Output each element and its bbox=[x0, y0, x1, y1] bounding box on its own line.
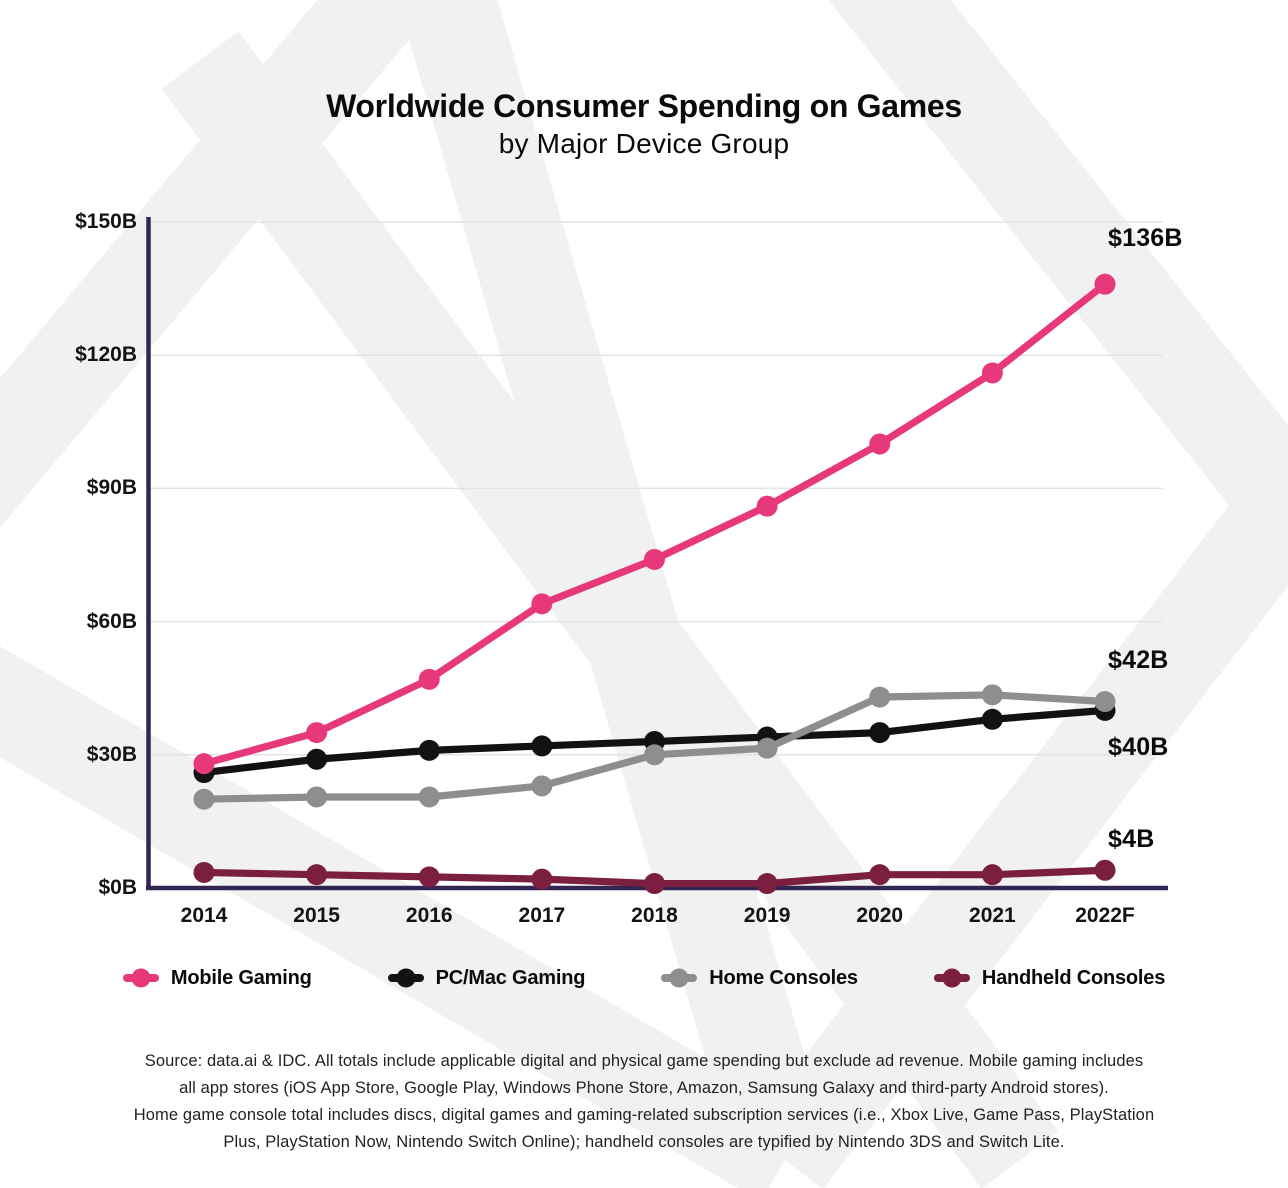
data-point-mobile-gaming-2019 bbox=[756, 495, 778, 517]
data-point-home-consoles-2017 bbox=[531, 775, 553, 797]
legend-dot-icon bbox=[131, 968, 151, 988]
y-axis-tick-label: $30B bbox=[86, 742, 137, 766]
watermark-facet-line bbox=[161, 31, 1059, 1188]
source-note: Source: data.ai & IDC. All totals includ… bbox=[109, 1048, 1179, 1156]
chart-title: Worldwide Consumer Spending on Games bbox=[326, 88, 962, 124]
chart-header: Worldwide Consumer Spending on Games by … bbox=[0, 86, 1288, 162]
data-point-pc-mac-gaming-2015 bbox=[306, 748, 328, 770]
legend-line-dot-icon bbox=[122, 968, 159, 988]
data-point-handheld-consoles-2018 bbox=[644, 873, 665, 895]
data-point-mobile-gaming-2017 bbox=[531, 593, 553, 615]
data-point-handheld-consoles-2021 bbox=[981, 864, 1003, 886]
data-point-pc-mac-gaming-2020 bbox=[869, 722, 891, 744]
data-point-mobile-gaming-2015 bbox=[306, 722, 328, 744]
legend-dot-icon bbox=[942, 968, 962, 988]
data-point-home-consoles-2020 bbox=[869, 686, 891, 708]
legend-item-handheld-consoles: Handheld Consoles bbox=[933, 966, 1166, 990]
data-point-handheld-consoles-2020 bbox=[869, 864, 891, 886]
x-axis-tick-label: 2019 bbox=[743, 904, 791, 927]
data-point-handheld-consoles-2019 bbox=[756, 873, 778, 895]
data-point-pc-mac-gaming-2016 bbox=[418, 739, 440, 761]
source-line: Home game console total includes discs, … bbox=[133, 1106, 1155, 1124]
series-end-label-home-consoles: $42B bbox=[1108, 645, 1169, 674]
x-axis-tick-label: 2015 bbox=[293, 904, 340, 927]
data-point-home-consoles-2018 bbox=[644, 744, 665, 766]
data-point-home-consoles-2016 bbox=[418, 786, 440, 808]
data-point-handheld-consoles-2016 bbox=[418, 866, 440, 888]
legend-item-pc-mac-gaming: PC/Mac Gaming bbox=[387, 966, 586, 990]
data-point-pc-mac-gaming-2017 bbox=[531, 735, 553, 757]
watermark-facet-line bbox=[0, 0, 443, 528]
data-point-home-consoles-2022F bbox=[1094, 691, 1116, 713]
legend-dot-icon bbox=[396, 968, 416, 988]
data-point-mobile-gaming-2020 bbox=[869, 433, 891, 455]
legend-label: Handheld Consoles bbox=[981, 966, 1166, 989]
data-point-mobile-gaming-2022F bbox=[1094, 273, 1116, 295]
x-axis-tick-label: 2016 bbox=[405, 904, 453, 927]
y-axis-tick-label: $90B bbox=[86, 476, 137, 500]
y-axis-tick-label: $60B bbox=[86, 609, 137, 633]
x-axis-tick-label: 2022F bbox=[1075, 904, 1135, 927]
data-point-pc-mac-gaming-2021 bbox=[981, 708, 1003, 730]
x-axis-tick-label: 2017 bbox=[518, 904, 566, 927]
y-axis-tick-label: $0B bbox=[98, 876, 137, 899]
data-point-home-consoles-2019 bbox=[756, 737, 778, 759]
series-end-label-mobile-gaming: $136B bbox=[1108, 224, 1183, 253]
x-axis-tick-label: 2020 bbox=[856, 904, 904, 927]
source-line: all app stores (iOS App Store, Google Pl… bbox=[179, 1079, 1109, 1097]
data-point-home-consoles-2015 bbox=[306, 786, 328, 808]
watermark-facet-line bbox=[746, 475, 1288, 1188]
x-axis-tick-label: 2018 bbox=[631, 904, 678, 927]
legend-label: Home Consoles bbox=[709, 966, 858, 989]
legend-line-dot-icon bbox=[661, 968, 698, 988]
x-axis-tick-label: 2014 bbox=[180, 904, 228, 927]
legend-line-dot-icon bbox=[387, 968, 424, 988]
legend-dot-icon bbox=[669, 968, 689, 988]
legend-label: Mobile Gaming bbox=[170, 966, 312, 989]
data-point-handheld-consoles-2017 bbox=[531, 868, 553, 890]
data-point-mobile-gaming-2021 bbox=[981, 362, 1003, 384]
data-point-home-consoles-2021 bbox=[981, 684, 1003, 706]
series-end-label-handheld-consoles: $4B bbox=[1108, 825, 1155, 854]
y-axis-tick-label: $150B bbox=[75, 210, 137, 233]
source-line: Plus, PlayStation Now, Nintendo Switch O… bbox=[223, 1133, 1065, 1151]
data-point-handheld-consoles-2015 bbox=[306, 864, 328, 886]
data-point-handheld-consoles-2022F bbox=[1094, 859, 1116, 881]
series-end-label-pc-mac-gaming: $40B bbox=[1108, 733, 1169, 762]
x-axis-tick-label: 2021 bbox=[969, 904, 1016, 927]
legend-item-mobile-gaming: Mobile Gaming bbox=[122, 966, 312, 990]
chart-legend: Mobile Gaming PC/Mac Gaming Home Consoles H… bbox=[0, 956, 1288, 1000]
data-point-mobile-gaming-2018 bbox=[644, 548, 665, 570]
y-axis-tick-label: $120B bbox=[75, 343, 137, 367]
data-point-mobile-gaming-2016 bbox=[418, 668, 440, 690]
legend-label: PC/Mac Gaming bbox=[435, 966, 586, 989]
data-point-home-consoles-2014 bbox=[193, 788, 215, 810]
legend-item-home-consoles: Home Consoles bbox=[661, 967, 858, 990]
watermark-facet-line bbox=[828, 0, 1288, 535]
data-point-mobile-gaming-2014 bbox=[193, 753, 215, 775]
data-point-handheld-consoles-2014 bbox=[193, 861, 215, 883]
legend-line-dot-icon bbox=[933, 968, 970, 988]
source-line: Source: data.ai & IDC. All totals includ… bbox=[144, 1052, 1144, 1070]
chart-subtitle: by Major Device Group bbox=[498, 128, 790, 159]
